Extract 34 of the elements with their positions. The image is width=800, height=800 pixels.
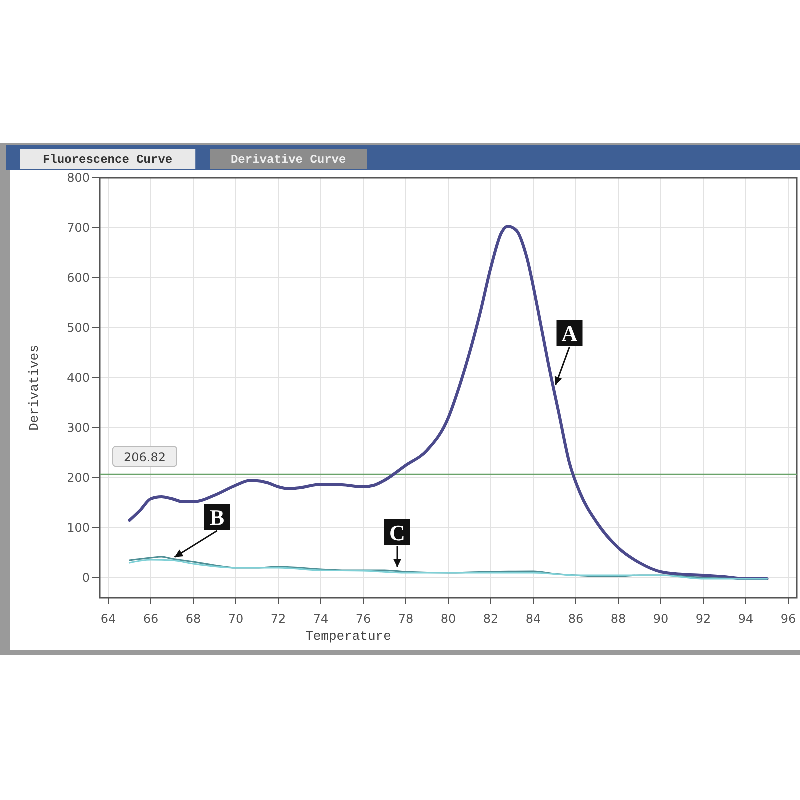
y-tick-label: 500 — [67, 321, 90, 335]
text: Fluorescence Curve — [42, 153, 173, 167]
x-tick-label: 94 — [738, 612, 754, 626]
x-tick-label: 74 — [313, 612, 329, 626]
x-tick-label: 84 — [526, 612, 542, 626]
annotation: B — [210, 505, 225, 530]
x-tick-label: 96 — [780, 612, 796, 626]
x-tick-label: 80 — [440, 612, 456, 626]
x-tick-label: 86 — [568, 612, 584, 626]
y-tick-label: 600 — [67, 271, 90, 285]
y-tick-label: 700 — [67, 221, 90, 235]
x-tick-label: 90 — [653, 612, 669, 626]
y-axis-title: Derivatives — [27, 345, 42, 431]
x-axis-title: Temperature — [306, 629, 392, 644]
x-tick-label: 66 — [143, 612, 159, 626]
annotation: A — [562, 321, 578, 346]
x-tick-label: 70 — [228, 612, 244, 626]
x-tick-label: 78 — [398, 612, 414, 626]
y-tick-label: 200 — [67, 471, 90, 485]
x-tick-label: 64 — [100, 612, 116, 626]
x-tick-label: 92 — [696, 612, 712, 626]
y-tick-label: 100 — [67, 521, 90, 535]
x-tick-label: 82 — [483, 612, 499, 626]
y-tick-label: 800 — [67, 171, 90, 185]
x-tick-label: 76 — [356, 612, 372, 626]
x-tick-label: 88 — [610, 612, 626, 626]
x-tick-label: 72 — [270, 612, 286, 626]
x-tick-label: 68 — [186, 612, 202, 626]
annotation: C — [390, 520, 406, 546]
text: Derivative Curve — [230, 153, 346, 167]
y-tick-label: 400 — [67, 371, 90, 385]
y-tick-label: 300 — [67, 421, 90, 435]
ref-line-label: 206.82 — [124, 450, 166, 465]
y-tick-label: 0 — [82, 571, 90, 585]
